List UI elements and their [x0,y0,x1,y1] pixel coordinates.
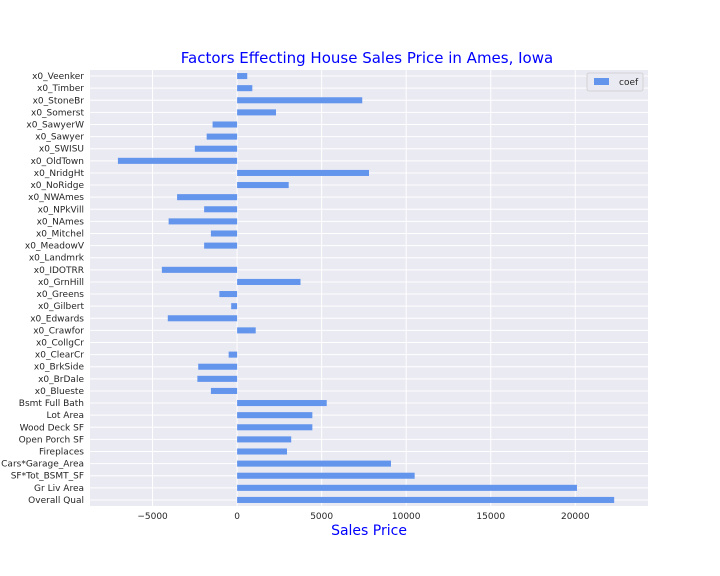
chart-title: Factors Effecting House Sales Price in A… [181,49,553,67]
bar-x0-stonebr [237,97,362,103]
y-tick-label: x0_Edwards [30,314,84,324]
bar-x0-meadowv [204,243,237,249]
y-tick-label: Fireplaces [39,448,84,458]
y-tick-label: Lot Area [47,411,84,421]
bar-x0-edwards [168,315,237,321]
bar-x0-clearcr [229,352,237,358]
x-tick-label: 0 [234,512,240,522]
bar-x0-npkvill [204,206,237,212]
y-tick-label: x0_Mitchel [36,230,84,240]
y-tick-label: x0_Somerst [31,108,84,118]
y-tick-label: Gr Liv Area [34,484,84,494]
bar-x0-swisu [195,146,237,152]
bar-x0-crawfor [237,327,256,333]
y-tick-label: x0_Crawfor [33,326,84,336]
y-tick-label: x0_Blueste [35,387,85,397]
y-tick-label: x0_Landmrk [29,254,85,264]
x-tick-label: −5000 [137,512,168,522]
x-tick-label: 20000 [561,512,590,522]
y-tick-label: x0_Gilbert [38,302,84,312]
y-tick-label: x0_NPkVill [38,205,84,215]
bar-cars-garage-area [237,461,391,467]
y-tick-label: x0_MeadowV [25,242,85,252]
bar-x0-noridge [237,182,289,188]
x-tick-label: 10000 [392,512,421,522]
y-tick-label: x0_Sawyer [35,133,84,143]
y-tick-label: x0_IDOTRR [34,266,84,276]
bar-x0-oldtown [118,158,237,164]
bar-x0-nwames [177,194,237,200]
bar-x0-sawyerw [213,121,238,127]
bar-x0-sawyer [207,134,237,140]
bar-x0-veenker [237,73,247,79]
bar-bsmt-full-bath [237,400,327,406]
bar-x0-mitchel [211,230,237,236]
bar-x0-grnhill [237,279,300,285]
bar-x0-gilbert [231,303,237,309]
y-tick-label: Wood Deck SF [20,423,84,433]
y-tick-label: x0_Greens [37,290,85,300]
y-tick-labels: Overall Qual Gr Liv Area SF*Tot_BSMT_SF Car… [1,72,85,506]
legend-label: coef [619,78,639,88]
y-tick-label: SF*Tot_BSMT_SF [11,472,84,482]
bar-x0-brdale [197,376,237,382]
legend: coef [587,73,643,91]
bar-sf-tot-bsmt-sf [237,473,415,479]
x-axis-label: Sales Price [331,523,407,539]
legend-swatch [594,78,609,85]
x-tick-label: 15000 [476,512,505,522]
y-tick-label: x0_SawyerW [26,121,84,131]
y-tick-label: x0_GrnHill [38,278,84,288]
bar-open-porch-sf [237,436,291,442]
bar-wood-deck-sf [237,424,312,430]
bar-x0-nridght [237,170,369,176]
bar-overall-qual [237,497,614,503]
y-tick-label: x0_SWISU [39,145,84,155]
bar-x0-greens [219,291,237,297]
y-tick-label: x0_BrDale [38,375,84,385]
y-tick-label: x0_Veenker [32,72,84,82]
bar-x0-names [169,218,237,224]
y-tick-label: x0_NAmes [37,217,85,227]
bar-lot-area [237,412,312,418]
bar-x0-somerst [237,109,276,115]
x-tick-label: 5000 [310,512,333,522]
bar-x0-idotrr [162,267,237,273]
y-tick-label: x0_NridgHt [34,169,85,179]
y-tick-label: x0_NoRidge [30,181,84,191]
y-tick-label: Open Porch SF [19,435,84,445]
bar-x0-timber [237,85,252,91]
y-tick-label: x0_NWAmes [28,193,84,203]
plot-area [90,70,648,506]
y-tick-label: x0_StoneBr [33,96,85,106]
bar-fireplaces [237,448,287,454]
bar-x0-brkside [198,364,237,370]
y-tick-label: x0_CollgCr [36,339,84,349]
x-tick-labels: −5000 0 5000 10000 15000 20000 [137,512,590,522]
y-tick-label: Bsmt Full Bath [19,399,84,409]
y-tick-label: Overall Qual [28,496,84,506]
bar-x0-blueste [211,388,237,394]
y-tick-label: x0_Timber [37,84,84,94]
y-tick-label: Cars*Garage_Area [1,460,84,470]
y-tick-label: x0_BrkSide [34,363,85,373]
y-tick-label: x0_OldTown [31,157,84,167]
y-tick-label: x0_ClearCr [35,351,84,361]
bar-gr-liv-area [237,485,577,491]
